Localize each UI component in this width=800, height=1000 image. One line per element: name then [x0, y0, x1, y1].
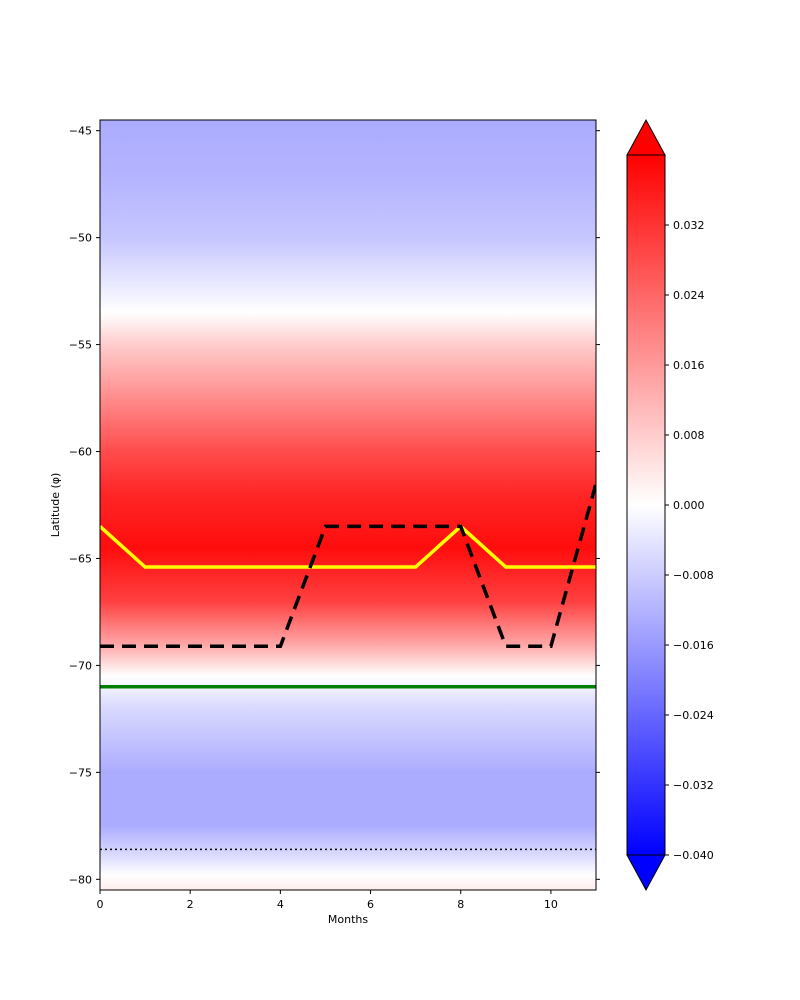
series-line-1: [100, 524, 596, 569]
y-tick-label: −55: [69, 339, 92, 352]
x-axis: 0 2 4 6 8 10: [97, 890, 558, 911]
y-tick-label: −50: [69, 232, 92, 245]
colorbar-tick-label: 0.000: [673, 499, 705, 512]
colorbar-tick-label: −0.032: [673, 779, 714, 792]
colorbar: −0.040 −0.032 −0.024 −0.016 −0.008 0.000 0.008…: [626, 118, 714, 892]
y-tick-label: −70: [69, 659, 92, 672]
x-tick-label: 6: [367, 898, 374, 911]
colorbar-extend-max: [626, 118, 666, 156]
heatmap: [100, 120, 596, 890]
y-axis: −45 −50 −55 −60 −65 −70 −75 −80: [69, 125, 600, 886]
lines-layer: [100, 483, 596, 851]
x-tick-label: 10: [544, 898, 558, 911]
colorbar-tick-label: 0.024: [673, 289, 705, 302]
x-tick-label: 2: [187, 898, 194, 911]
colorbar-tick-label: 0.032: [673, 219, 705, 232]
colorbar-tick-label: −0.024: [673, 709, 714, 722]
plot-frame: [99, 119, 597, 891]
y-axis-label: Latitude (φ): [49, 473, 62, 538]
plot-area: [99, 119, 597, 891]
x-tick-label: 4: [277, 898, 284, 911]
x-tick-label: 8: [457, 898, 464, 911]
colorbar-tick-label: −0.040: [673, 849, 714, 862]
x-axis-label: Months: [328, 913, 368, 926]
y-tick-label: −45: [69, 125, 92, 138]
colorbar-tick-label: −0.016: [673, 639, 714, 652]
colorbar-tick-label: −0.008: [673, 569, 714, 582]
colorbar-tick-label: 0.008: [673, 429, 705, 442]
y-tick-label: −65: [69, 552, 92, 565]
series-line-2: [100, 483, 596, 648]
colorbar-body: [626, 154, 666, 856]
colorbar-tick-label: 0.016: [673, 359, 705, 372]
x-tick-label: 0: [97, 898, 104, 911]
colorbar-ticks: −0.040 −0.032 −0.024 −0.016 −0.008 0.000 0.008…: [665, 219, 714, 862]
y-tick-label: −60: [69, 446, 92, 459]
y-tick-label: −75: [69, 766, 92, 779]
y-tick-label: −80: [69, 873, 92, 886]
colorbar-extend-min: [626, 854, 666, 892]
